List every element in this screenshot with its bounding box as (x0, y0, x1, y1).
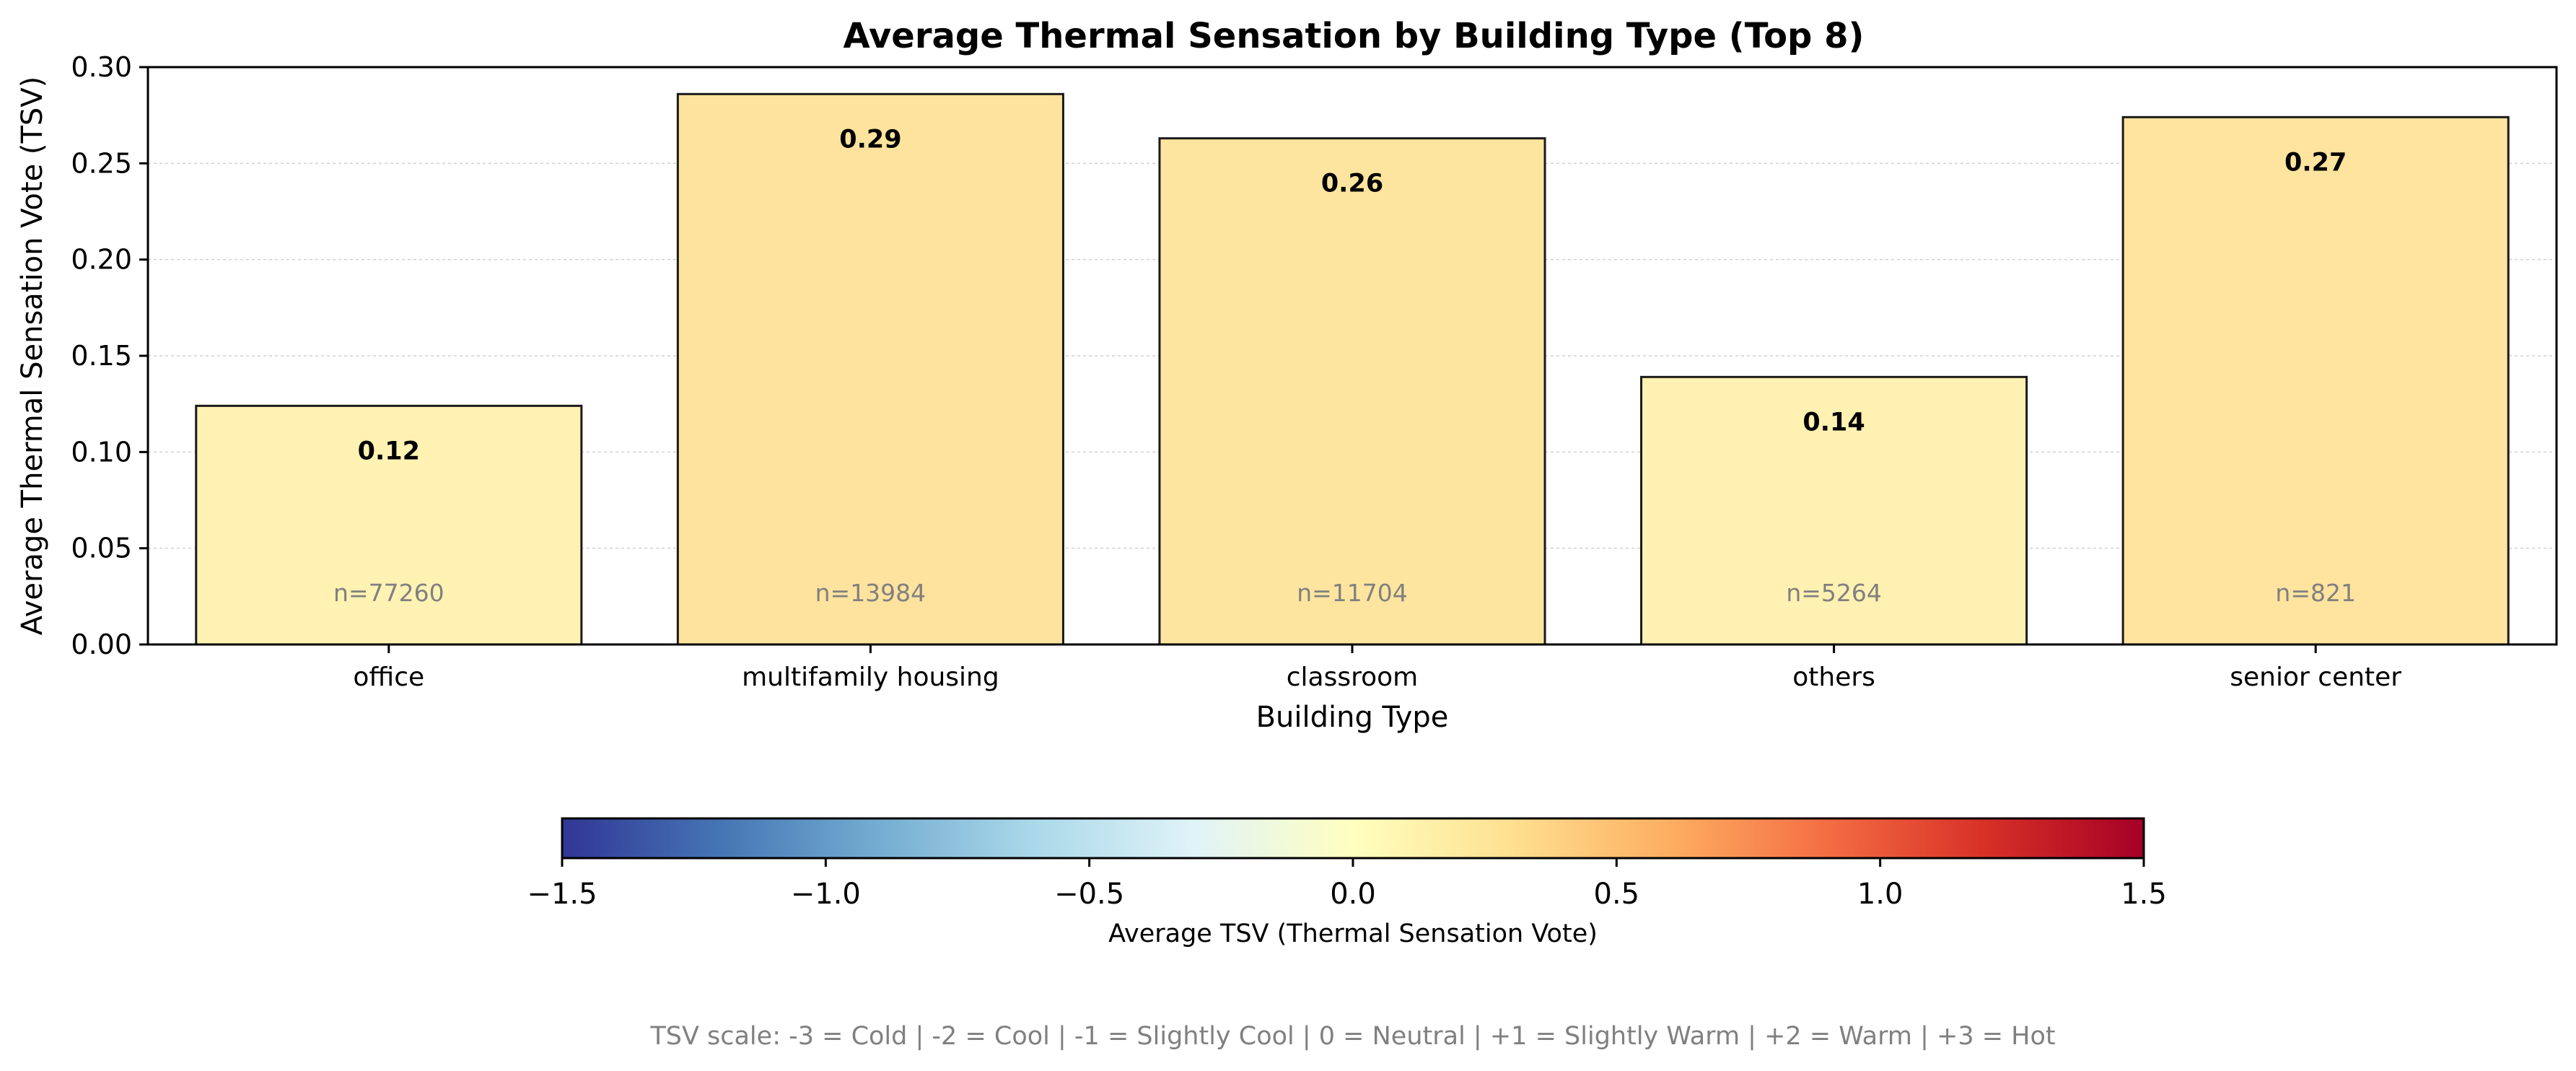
y-axis: 0.00 0.05 0.10 0.15 0.20 0.25 0.30 (71, 51, 148, 660)
bar-labels: 0.12 n=77260 0.29 n=13984 0.26 n=11704 0.14 n=5… (333, 125, 2356, 607)
x-tick-label: multifamily housing (742, 663, 999, 692)
colorbar-tick-label: −0.5 (1054, 878, 1124, 911)
colorbar-label: Average TSV (Thermal Sensation Vote) (1108, 919, 1598, 948)
y-tick-label: 0.25 (71, 147, 132, 179)
colorbar-ticks: −1.5 −1.0 −0.5 0.0 0.5 1.0 1.5 (527, 858, 2167, 911)
bar-count-label: n=821 (2275, 579, 2356, 607)
bar-count-label: n=13984 (815, 579, 926, 607)
bar (2121, 115, 2510, 646)
bar-value-label: 0.26 (1321, 170, 1383, 198)
colorbar-tick-label: 0.5 (1594, 878, 1640, 911)
y-axis-label: Average Thermal Sensation Vote (TSV) (16, 76, 49, 636)
tsv-scale-footnote: TSV scale: -3 = Cold | -2 = Cool | -1 = … (649, 1022, 2055, 1051)
bars (195, 92, 2510, 646)
y-tick-label: 0.00 (71, 629, 132, 660)
x-tick-label: others (1792, 663, 1875, 692)
x-axis-label: Building Type (1256, 701, 1449, 734)
y-tick-label: 0.15 (71, 340, 132, 372)
colorbar-gradient (561, 817, 2145, 860)
colorbar-tick-label: 1.0 (1857, 878, 1903, 911)
bar (676, 92, 1064, 646)
bar-value-label: 0.27 (2284, 148, 2347, 177)
y-tick-label: 0.05 (71, 533, 132, 564)
colorbar-tick-label: −1.0 (791, 878, 861, 911)
bar-count-label: n=77260 (333, 579, 444, 607)
y-tick-label: 0.20 (71, 244, 132, 276)
colorbar: −1.5 −1.0 −0.5 0.0 0.5 1.0 1.5 Average TSV (Th… (527, 817, 2167, 948)
colorbar-tick-label: 1.5 (2121, 878, 2167, 911)
bar-count-label: n=5264 (1786, 579, 1882, 607)
bar-value-label: 0.29 (839, 125, 901, 154)
x-tick-label: office (353, 663, 424, 692)
bar-value-label: 0.14 (1802, 408, 1865, 437)
x-axis: office multifamily housing classroom others… (353, 644, 2401, 692)
chart-title: Average Thermal Sensation by Building Ty… (844, 16, 1865, 56)
bar (1640, 375, 2028, 646)
bar (195, 404, 583, 646)
y-tick-label: 0.10 (71, 436, 132, 468)
x-tick-label: classroom (1287, 663, 1419, 692)
bar-count-label: n=11704 (1297, 579, 1408, 607)
bar (1158, 137, 1546, 646)
x-tick-label: senior center (2230, 663, 2401, 692)
y-tick-label: 0.30 (71, 51, 132, 83)
bar-value-label: 0.12 (358, 437, 420, 465)
colorbar-tick-label: 0.0 (1330, 878, 1376, 911)
colorbar-tick-label: −1.5 (527, 878, 597, 911)
